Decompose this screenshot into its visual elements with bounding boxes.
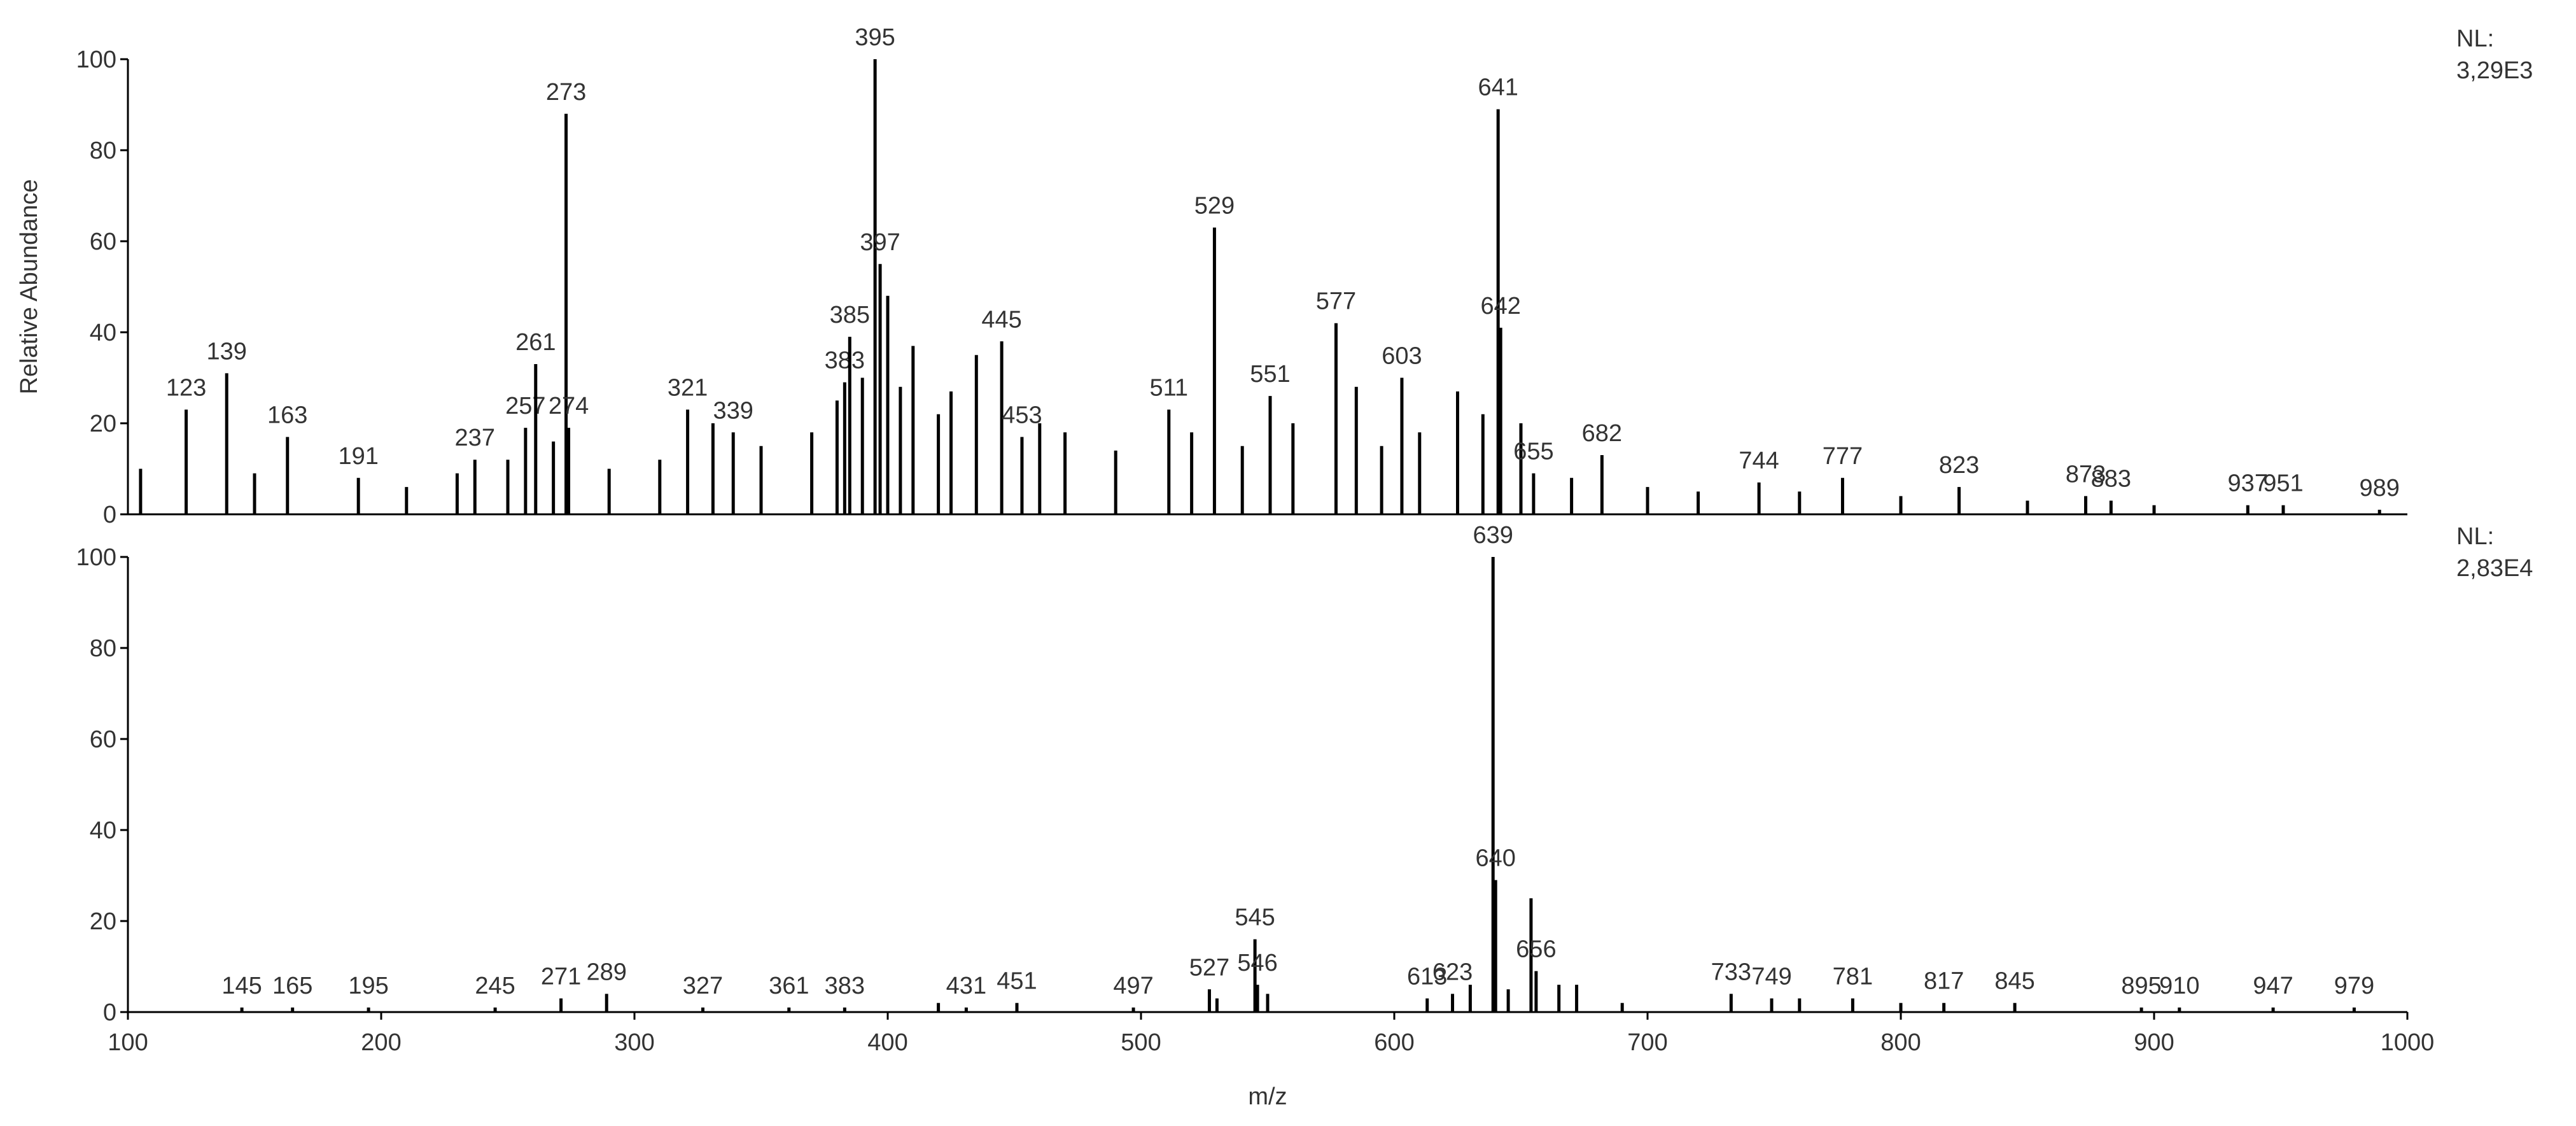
y-tick-label: 80 <box>90 635 116 662</box>
x-tick-label: 800 <box>1880 1029 1921 1056</box>
peak-label: 546 <box>1237 950 1277 976</box>
x-tick-label: 700 <box>1627 1029 1667 1056</box>
peak-label: 451 <box>997 968 1037 995</box>
peak-label: 603 <box>1382 343 1422 370</box>
peak-label: 361 <box>769 973 809 999</box>
peak-label: 195 <box>348 973 388 999</box>
peak-label: 883 <box>2091 466 2131 493</box>
peak-label: 273 <box>546 79 586 106</box>
peak-label: 289 <box>587 959 627 985</box>
peak-label: 383 <box>825 348 865 374</box>
peak-label: 551 <box>1250 361 1290 388</box>
peak-label: 274 <box>549 393 589 419</box>
peak-label: 642 <box>1480 293 1520 320</box>
peak-label: 145 <box>221 973 262 999</box>
peak-label: 951 <box>2263 470 2303 497</box>
x-tick-label: 200 <box>361 1029 401 1056</box>
nl-label: NL: <box>2456 25 2494 52</box>
peak-label: 937 <box>2228 470 2268 497</box>
peak-label: 237 <box>455 425 495 451</box>
y-axis-label: Relative Abundance <box>16 179 43 394</box>
peak-label: 979 <box>2334 973 2374 999</box>
peak-label: 383 <box>825 973 865 999</box>
peak-label: 744 <box>1739 447 1779 474</box>
peak-label: 823 <box>1939 452 1979 479</box>
nl-value: 3,29E3 <box>2456 57 2533 84</box>
peak-label: 431 <box>946 973 986 999</box>
peak-label: 873 <box>2066 461 2106 488</box>
peak-label: 733 <box>1711 959 1751 985</box>
y-tick-label: 60 <box>90 726 116 753</box>
peak-label: 445 <box>981 306 1021 333</box>
y-tick-label: 100 <box>76 46 116 73</box>
peak-label: 397 <box>860 229 900 256</box>
y-tick-label: 0 <box>103 502 116 528</box>
x-tick-label: 300 <box>614 1029 654 1056</box>
x-tick-label: 1000 <box>2381 1029 2435 1056</box>
peak-label: 895 <box>2121 973 2161 999</box>
peak-label: 623 <box>1432 959 1473 985</box>
x-axis-label: m/z <box>1248 1083 1287 1110</box>
peak-label: 656 <box>1516 936 1556 963</box>
peak-label: 511 <box>1149 375 1188 402</box>
peak-label: 777 <box>1823 443 1863 470</box>
x-tick-label: 500 <box>1121 1029 1161 1056</box>
peak-label: 577 <box>1316 288 1356 315</box>
peak-label: 339 <box>713 397 753 424</box>
peak-label: 989 <box>2360 475 2400 502</box>
peak-label: 139 <box>207 338 247 365</box>
peak-label: 527 <box>1189 954 1229 981</box>
peak-label: 327 <box>683 973 723 999</box>
peak-label: 529 <box>1194 193 1235 220</box>
y-tick-label: 0 <box>103 999 116 1026</box>
peak-label: 613 <box>1407 964 1447 990</box>
peak-label: 910 <box>2159 973 2199 999</box>
y-tick-label: 60 <box>90 229 116 255</box>
peak-label: 749 <box>1751 964 1791 990</box>
y-tick-label: 20 <box>90 908 116 935</box>
peak-label: 640 <box>1475 845 1515 872</box>
peak-label: 165 <box>272 973 312 999</box>
peak-label: 395 <box>855 24 895 51</box>
peak-label: 781 <box>1833 964 1873 990</box>
nl-label: NL: <box>2456 523 2494 550</box>
y-tick-label: 40 <box>90 817 116 844</box>
y-tick-label: 100 <box>76 544 116 571</box>
x-tick-label: 900 <box>2134 1029 2174 1056</box>
peak-label: 497 <box>1113 973 1153 999</box>
x-tick-label: 600 <box>1374 1029 1414 1056</box>
peak-label: 453 <box>1002 402 1042 428</box>
peak-label: 257 <box>505 393 545 419</box>
y-tick-label: 80 <box>90 137 116 164</box>
x-tick-label: 400 <box>867 1029 907 1056</box>
peak-label: 271 <box>541 964 581 990</box>
peak-label: 947 <box>2253 973 2293 999</box>
y-tick-label: 20 <box>90 411 116 437</box>
nl-value: 2,83E4 <box>2456 555 2533 582</box>
peak-label: 123 <box>166 375 206 402</box>
peak-label: 163 <box>267 402 307 428</box>
peak-label: 682 <box>1582 420 1622 447</box>
peak-label: 261 <box>515 329 556 356</box>
peak-label: 817 <box>1924 968 1964 995</box>
peak-label: 191 <box>338 443 378 470</box>
peak-label: 385 <box>830 302 870 328</box>
peak-label: 655 <box>1513 439 1553 465</box>
peak-label: 845 <box>1994 968 2034 995</box>
peak-label: 639 <box>1473 522 1513 549</box>
peak-label: 245 <box>475 973 515 999</box>
x-tick-label: 100 <box>108 1029 148 1056</box>
peak-label: 321 <box>668 375 708 402</box>
y-tick-label: 40 <box>90 320 116 346</box>
peak-label: 545 <box>1235 904 1275 931</box>
peak-label: 641 <box>1478 74 1518 101</box>
